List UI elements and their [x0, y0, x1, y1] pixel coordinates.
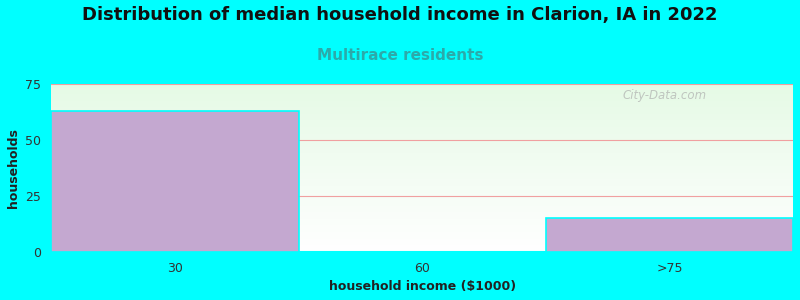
Text: Distribution of median household income in Clarion, IA in 2022: Distribution of median household income … — [82, 6, 718, 24]
Bar — [51, 111, 298, 252]
Text: City-Data.com: City-Data.com — [622, 89, 706, 102]
Text: Multirace residents: Multirace residents — [317, 48, 483, 63]
Bar — [546, 218, 793, 252]
Y-axis label: households: households — [7, 128, 20, 208]
X-axis label: household income ($1000): household income ($1000) — [329, 280, 516, 293]
